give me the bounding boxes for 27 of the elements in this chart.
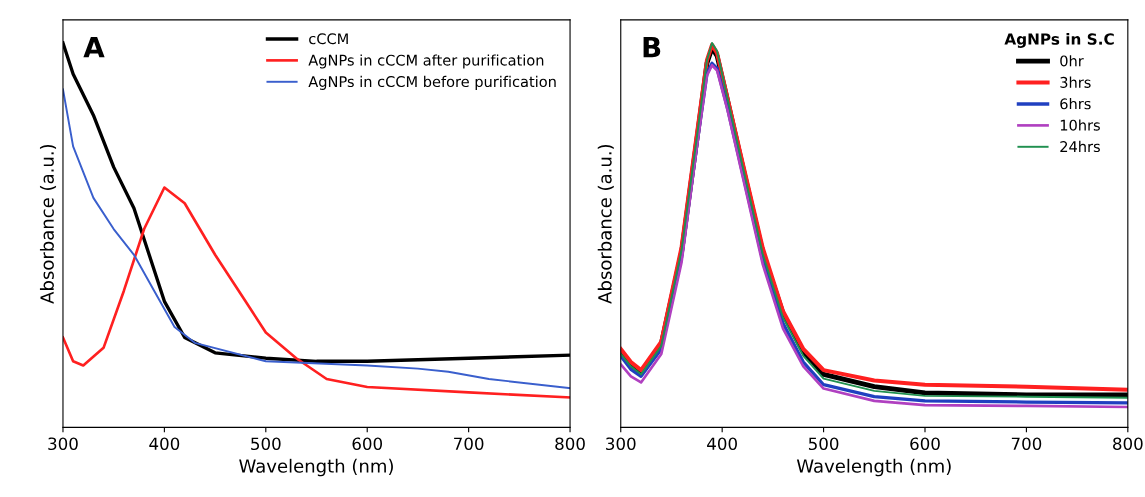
legend-label: 0hr (1060, 55, 1084, 67)
x-tick-label: 300 (48, 437, 78, 451)
y-axis-title: Absorbance (a.u.) (597, 144, 614, 304)
x-tick-label: 600 (352, 437, 383, 451)
legend-label: 3hrs (1060, 76, 1091, 88)
x-axis-title: Wavelength (nm) (796, 458, 951, 477)
legend-label: 10hrs (1060, 119, 1100, 131)
x-axis-title: Wavelength (nm) (239, 458, 393, 477)
chart-title: B (643, 37, 661, 58)
x-tick-label: 300 (606, 437, 636, 451)
x-tick-label: 500 (808, 437, 839, 451)
y-axis-title: Absorbance (a.u.) (39, 144, 57, 304)
legend-label: AgNPs in cCCM after purification (308, 54, 544, 69)
legend-label: AgNPs in cCCM before purification (308, 75, 556, 90)
chart-title: A (83, 37, 105, 58)
legend-title: AgNPs in S.C (1004, 33, 1114, 48)
x-tick-label: 500 (251, 437, 281, 451)
legend-label: 6hrs (1060, 98, 1091, 110)
x-tick-label: 700 (1011, 437, 1042, 451)
x-tick-label: 600 (910, 437, 940, 451)
x-tick-label: 400 (149, 437, 180, 451)
x-tick-label: 800 (1113, 437, 1143, 451)
legend-label: cCCM (309, 33, 348, 45)
legend-label: 24hrs (1060, 140, 1100, 153)
x-tick-label: 700 (454, 437, 484, 451)
x-tick-label: 800 (555, 437, 585, 451)
x-tick-label: 400 (707, 437, 737, 451)
